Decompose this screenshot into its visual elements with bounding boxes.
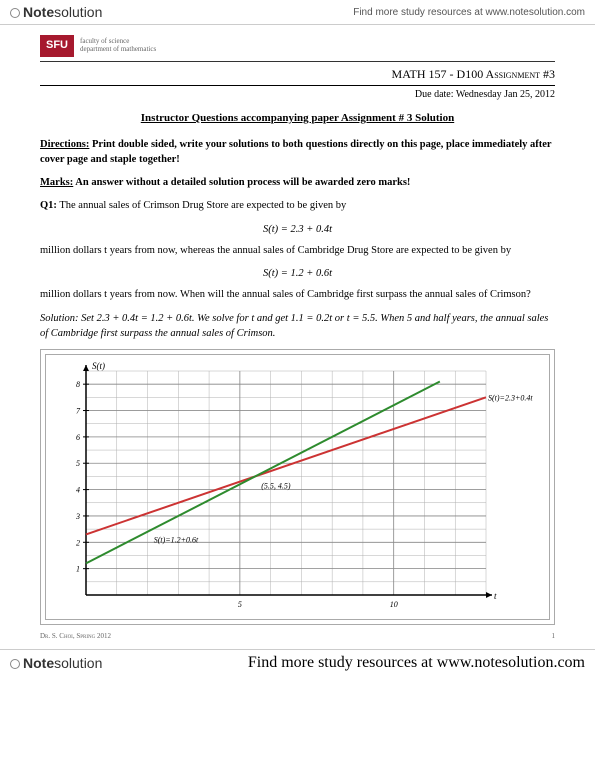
university-header: SFU faculty of science department of mat… (40, 35, 555, 62)
svg-text:5: 5 (76, 459, 80, 468)
brand-logo-footer: Notesolution (10, 655, 102, 671)
svg-text:2: 2 (76, 538, 80, 547)
q1-label: Q1: (40, 200, 57, 211)
course-title: MATH 157 - D100 Assignment #3 (40, 66, 555, 86)
svg-text:1: 1 (76, 565, 80, 574)
equation-2: S(t) = 1.2 + 0.6t (40, 266, 555, 281)
document-title: Instructor Questions accompanying paper … (40, 111, 555, 127)
footer-author: Dr. S. Choi, Spring 2012 (40, 631, 111, 641)
brand-logo: Notesolution (10, 4, 102, 20)
svg-text:10: 10 (390, 600, 398, 609)
department-text: faculty of science department of mathema… (80, 38, 156, 53)
solution-text: Solution: Set 2.3 + 0.4t = 1.2 + 0.6t. W… (40, 311, 555, 341)
marks-paragraph: Marks: An answer without a detailed solu… (40, 175, 555, 190)
directions-paragraph: Directions: Print double sided, write yo… (40, 137, 555, 167)
q1-mid: million dollars t years from now, wherea… (40, 243, 555, 258)
brand-bullet-icon (10, 659, 20, 669)
brand-bullet-icon (10, 8, 20, 18)
due-date: Due date: Wednesday Jan 25, 2012 (40, 88, 555, 103)
svg-text:(5.5, 4.5): (5.5, 4.5) (261, 481, 291, 490)
marks-label: Marks: (40, 177, 73, 188)
page-footer: Dr. S. Choi, Spring 2012 1 (40, 631, 555, 641)
chart-container: 51012345678tS(t)S(t)=2.3+0.4tS(t)=1.2+0.… (40, 349, 555, 625)
svg-text:8: 8 (76, 380, 80, 389)
sales-chart: 51012345678tS(t)S(t)=2.3+0.4tS(t)=1.2+0.… (48, 357, 548, 617)
svg-text:S(t)=2.3+0.4t: S(t)=2.3+0.4t (488, 393, 533, 402)
q1-end: million dollars t years from now. When w… (40, 287, 555, 302)
sfu-logo: SFU (40, 35, 74, 57)
site-footer: Notesolution Find more study resources a… (0, 649, 595, 676)
svg-text:S(t): S(t) (92, 361, 105, 371)
site-header: Notesolution Find more study resources a… (0, 0, 595, 25)
svg-text:3: 3 (75, 512, 80, 521)
directions-label: Directions: (40, 139, 89, 150)
footer-page-number: 1 (552, 631, 556, 641)
site-tagline-footer: Find more study resources at www.notesol… (248, 654, 585, 672)
equation-1: S(t) = 2.3 + 0.4t (40, 222, 555, 237)
site-tagline: Find more study resources at www.notesol… (353, 7, 585, 18)
svg-text:5: 5 (238, 600, 242, 609)
svg-text:4: 4 (76, 486, 80, 495)
svg-text:6: 6 (76, 433, 80, 442)
document-page: SFU faculty of science department of mat… (0, 25, 595, 649)
q1-paragraph: Q1: The annual sales of Crimson Drug Sto… (40, 198, 555, 213)
svg-text:S(t)=1.2+0.6t: S(t)=1.2+0.6t (154, 536, 199, 545)
